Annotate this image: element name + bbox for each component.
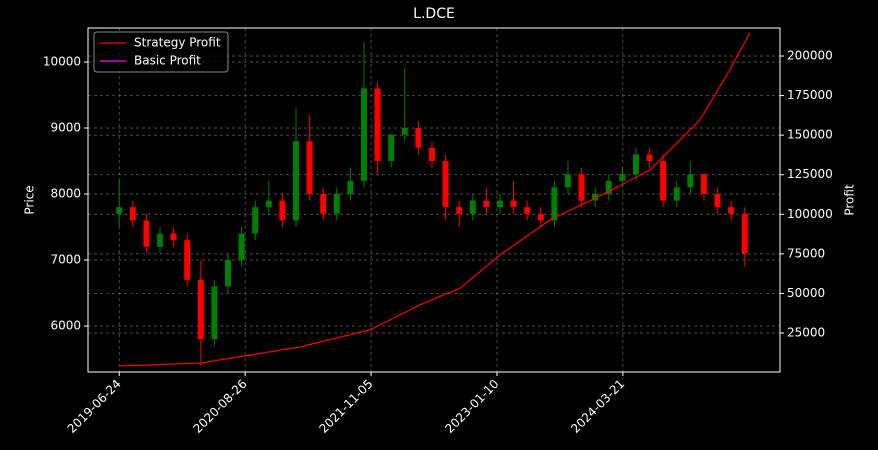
candle-body (728, 207, 735, 214)
candle-body (700, 174, 707, 194)
x-tick-label: 2024-03-21 (568, 377, 627, 436)
candle-body (388, 134, 395, 161)
x-tick-label: 2020-08-26 (191, 377, 250, 436)
plot-frame (87, 27, 781, 373)
candle-body (415, 127, 422, 148)
candle-body (619, 174, 626, 181)
x-tick-label: 2019-06-24 (65, 377, 124, 436)
y2-axis-label: Profit (843, 184, 857, 216)
profit-line (119, 32, 751, 367)
candle-body (592, 193, 599, 201)
candle-body (510, 200, 517, 208)
candle-body (116, 207, 123, 214)
candle-body (374, 88, 381, 161)
candle-body (279, 200, 286, 221)
candle-body (157, 233, 164, 247)
legend-label: Basic Profit (134, 54, 201, 68)
legend-box (93, 31, 229, 73)
candle-body (401, 127, 408, 135)
candle-body (252, 207, 259, 234)
y-tick-label: 10000 (43, 54, 81, 68)
candle-body (496, 200, 503, 208)
candle-body (673, 187, 680, 201)
candle-body (646, 154, 653, 161)
candle-body (143, 220, 150, 247)
candle-body (605, 180, 612, 194)
candle-body (170, 233, 177, 241)
x-tick-label: 2023-01-10 (442, 377, 501, 436)
y-tick-label: 9000 (50, 120, 81, 134)
legend-label: Strategy Profit (134, 36, 221, 50)
candle-body (632, 154, 639, 175)
candle-body (483, 200, 490, 208)
candle-body (551, 187, 558, 221)
candle-body (442, 160, 449, 208)
candle-body (578, 174, 585, 201)
candle-body (564, 174, 571, 188)
candle-body (129, 207, 136, 221)
chart-title: L.DCE (413, 6, 455, 22)
candle-body (293, 141, 300, 221)
candle-body (184, 240, 191, 280)
candle-body (714, 193, 721, 208)
candle-body (306, 141, 313, 194)
candle-body (660, 160, 667, 201)
y-tick-label: 7000 (50, 252, 81, 266)
candle-body (469, 200, 476, 214)
candle-body (225, 259, 232, 287)
candle-body (360, 88, 367, 181)
candle-body (333, 193, 340, 214)
candle-body (347, 180, 354, 194)
candle-body (320, 193, 327, 214)
candle-body (741, 213, 748, 254)
candle-body (537, 213, 544, 221)
candle-body (265, 200, 272, 208)
y2-tick-label: 150000 (787, 128, 833, 142)
candle-body (428, 147, 435, 161)
y2-tick-label: 175000 (787, 88, 833, 102)
x-tick-label: 2021-11-05 (316, 377, 375, 436)
y2-tick-label: 125000 (787, 167, 833, 181)
y2-tick-label: 200000 (787, 49, 833, 63)
candle-body (687, 174, 694, 188)
y2-tick-label: 25000 (787, 325, 825, 339)
y-axis-label: Price (23, 185, 37, 214)
candle-body (238, 233, 245, 260)
candle-body (197, 279, 204, 340)
y2-tick-label: 75000 (787, 246, 825, 260)
candle-body (524, 207, 531, 214)
y2-tick-label: 100000 (787, 207, 833, 221)
y2-tick-label: 50000 (787, 286, 825, 300)
candle-body (456, 207, 463, 214)
y-tick-label: 6000 (50, 318, 81, 332)
candle-body (211, 286, 218, 340)
y-tick-label: 8000 (50, 186, 81, 200)
